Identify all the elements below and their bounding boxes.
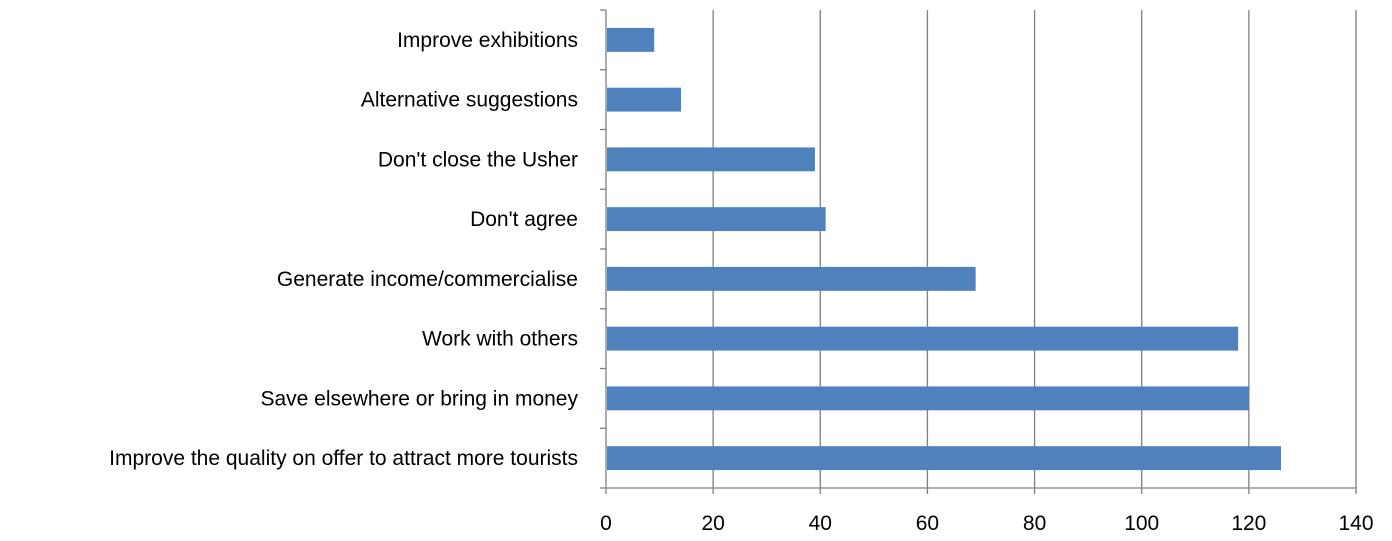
- bar: [607, 27, 655, 52]
- bar: [607, 326, 1239, 351]
- x-tick-label: 0: [600, 512, 612, 535]
- x-tick-label: 100: [1124, 512, 1159, 535]
- category-label: Improve exhibitions: [397, 29, 578, 52]
- bar: [607, 87, 681, 112]
- bar: [607, 207, 826, 232]
- category-label: Improve the quality on offer to attract …: [109, 447, 578, 470]
- bar: [607, 266, 976, 291]
- category-label: Don't close the Usher: [378, 148, 578, 171]
- category-label: Save elsewhere or bring in money: [260, 387, 578, 410]
- x-tick-label: 40: [809, 512, 832, 535]
- axes: [600, 9, 1357, 494]
- category-label: Don't agree: [470, 208, 578, 231]
- bar: [607, 386, 1249, 411]
- x-tick-label: 140: [1338, 512, 1373, 535]
- category-label: Alternative suggestions: [361, 89, 578, 112]
- x-tick-label: 60: [916, 512, 939, 535]
- bar: [607, 147, 815, 172]
- category-label: Generate income/commercialise: [277, 268, 578, 291]
- x-tick-label: 20: [701, 512, 724, 535]
- bars: [607, 27, 1281, 471]
- x-tick-label: 120: [1231, 512, 1266, 535]
- x-tick-label: 80: [1023, 512, 1046, 535]
- gridlines: [712, 10, 1357, 488]
- category-label: Work with others: [422, 328, 578, 351]
- bar: [607, 446, 1281, 471]
- labels: 0 20 40 60 80 100 120 140 Improve exhibitions Alt…: [109, 29, 1373, 535]
